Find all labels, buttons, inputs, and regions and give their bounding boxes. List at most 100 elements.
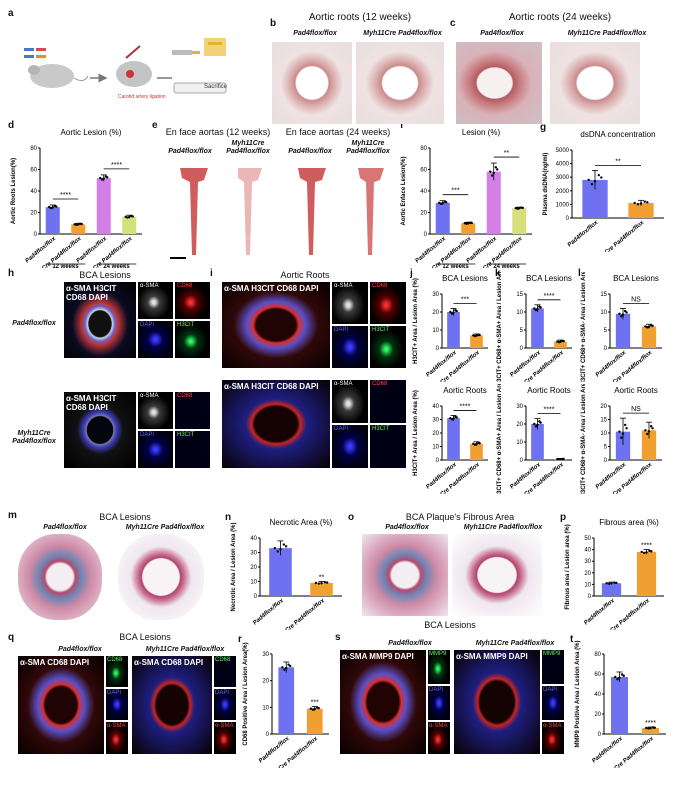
- l2-bar-1: [641, 430, 657, 460]
- d-group-0: 12 weeks: [52, 264, 79, 268]
- panel-letter-c: c: [450, 18, 456, 29]
- panel-q-title: BCA Lesions: [119, 632, 171, 642]
- panel-h-label-ctrl: Pad4flox/flox: [12, 320, 56, 327]
- l-point-1-3: [646, 326, 649, 329]
- p-point-1-1: [645, 551, 648, 554]
- k2-point-1-4: [561, 457, 564, 461]
- n-bar-0: [269, 548, 292, 596]
- ligation-label: Carotid artery ligation: [118, 94, 166, 100]
- k-ytick-label-0: 0: [520, 346, 524, 352]
- l-ytick-label-2: 10: [600, 310, 607, 316]
- l2-ytick-label-1: 5: [604, 445, 608, 451]
- d-point-3-0: [124, 215, 127, 218]
- g-point-1-4: [643, 200, 646, 203]
- k-ytick-label-1: 5: [520, 328, 524, 334]
- l-ylabel: H3CIT+ CD68+ α-SMA- Area / Lesion Area (…: [581, 272, 587, 382]
- p-ytick-label-3: 30: [584, 559, 591, 565]
- q-tile-cd68-ko: CD68: [214, 656, 236, 687]
- q-tile-asma-ko: α-SMA: [214, 722, 236, 754]
- p-ylabel: Fibrous area / Lesion area (%): [565, 524, 571, 609]
- l2-point-0-2: [625, 427, 628, 430]
- f-point-0-3: [439, 202, 443, 205]
- j-ytick-label-3: 30: [432, 292, 439, 298]
- f-point-2-1: [492, 171, 495, 175]
- g-point-1-2: [646, 201, 649, 204]
- timeline-bar: [173, 82, 227, 94]
- panel-letter-p: p: [560, 512, 567, 523]
- l2-point-1-3: [646, 432, 649, 436]
- d-point-3-4: [130, 214, 133, 218]
- panel-c-label-ko: Myh11Cre Pad4flox/flox: [567, 30, 647, 37]
- g-ytick-label-5: 5000: [556, 148, 570, 154]
- panel-c-title: Aortic roots (24 weeks): [508, 12, 612, 23]
- fibrous-image-ko: [452, 534, 542, 616]
- j2-point-0-3: [450, 418, 454, 421]
- d-point-3-3: [126, 216, 129, 219]
- p-point-1-3: [642, 551, 646, 555]
- k-point-1-3: [557, 340, 561, 344]
- l2-point-1-4: [649, 425, 653, 428]
- g-title: dsDNA concentration: [580, 130, 655, 139]
- l-point-0-4: [623, 309, 627, 313]
- fibrous-image-ctrl: [362, 534, 448, 616]
- p-point-0-3: [607, 582, 611, 585]
- panel-e-label-ctrl-12: Pad4flox/flox: [168, 148, 212, 155]
- f-point-1-4: [469, 221, 472, 224]
- j2-ylabel: H3CIT+ Area / Lesion Area (%): [413, 390, 419, 476]
- r-point-1-3: [311, 708, 315, 711]
- panel-letter-m: m: [8, 510, 17, 521]
- panel-h-title: BCA Lesions: [79, 270, 131, 280]
- chart-f: Lesion (%) Aortic Enface Lesion(%) 0 20 40 60…: [401, 128, 532, 268]
- f-sig-0: ***: [451, 188, 459, 195]
- d-bar-1: [71, 224, 86, 234]
- j2-point-1-4: [477, 441, 480, 444]
- d-title: Aortic Lesion (%): [61, 128, 122, 137]
- root-merge-ctrl: [222, 282, 330, 368]
- tile-h3cit-ko: H3CIT: [175, 431, 210, 468]
- n-ytick-label-1: 10: [250, 580, 257, 586]
- r-point-0-3: [283, 668, 286, 671]
- l2-point-0-3: [620, 436, 623, 439]
- aortic-root-image-24w-ko: [550, 42, 640, 124]
- j2-title: Aortic Roots: [443, 386, 487, 395]
- panel-s-label-ctrl: Pad4flox/flox: [388, 640, 432, 647]
- j2-ytick-label-3: 30: [432, 418, 439, 424]
- panel-h-label-ko: Myh11Cre Pad4flox/flox: [12, 430, 56, 445]
- g-ytick-label-1: 1000: [556, 202, 570, 208]
- n-point-1-3: [317, 582, 320, 585]
- j-sig: ***: [461, 296, 469, 303]
- l-point-0-0: [618, 312, 621, 315]
- s-tile-dapi-ko: DAPI: [542, 686, 564, 720]
- j2-point-0-4: [454, 415, 457, 418]
- l2-title: Aortic Roots: [614, 386, 658, 395]
- k2-ytick-label-3: 30: [516, 404, 523, 410]
- en-face-aorta-images: [170, 168, 384, 259]
- n-ytick-label-4: 40: [250, 536, 257, 542]
- panel-m-title: BCA Lesions: [99, 512, 151, 522]
- f-bar-2: [486, 171, 501, 234]
- chart-l: BCA Lesions H3CIT+ CD68+ α-SMA- Area / Le…: [581, 272, 662, 382]
- t-point-0-1: [618, 676, 621, 679]
- n-bar-1: [310, 582, 333, 596]
- aorta-ko-24: [358, 168, 384, 255]
- r-sig: ***: [311, 700, 319, 707]
- aortic-root-image-12w-ko: [356, 42, 444, 124]
- chart-k: BCA Lesions H3CIT+ CD68+ α-SMA+ Area / Le…: [497, 272, 572, 382]
- r-point-0-0: [281, 666, 284, 669]
- d-point-0-0: [48, 205, 51, 209]
- bca-merge-ctrl: [64, 282, 136, 358]
- k2-title: Aortic Roots: [527, 386, 571, 395]
- g-point-1-0: [633, 201, 636, 205]
- d-point-2-0: [99, 176, 102, 180]
- root-tile-cd68-ko: CD68: [370, 380, 406, 423]
- n-sig: **: [319, 575, 325, 582]
- r-bar-1: [306, 708, 323, 734]
- f-sig-1: **: [504, 150, 510, 157]
- panel-o-subtitle: BCA Lesions: [424, 620, 476, 630]
- tile-cd68-ko: CD68: [175, 392, 210, 429]
- aorta-ctrl-24: [298, 168, 326, 255]
- bca-trichrome-ctrl: [18, 534, 102, 620]
- f-point-2-4: [494, 166, 498, 169]
- f-bar-0: [435, 202, 450, 234]
- l2-bar-0: [615, 431, 631, 460]
